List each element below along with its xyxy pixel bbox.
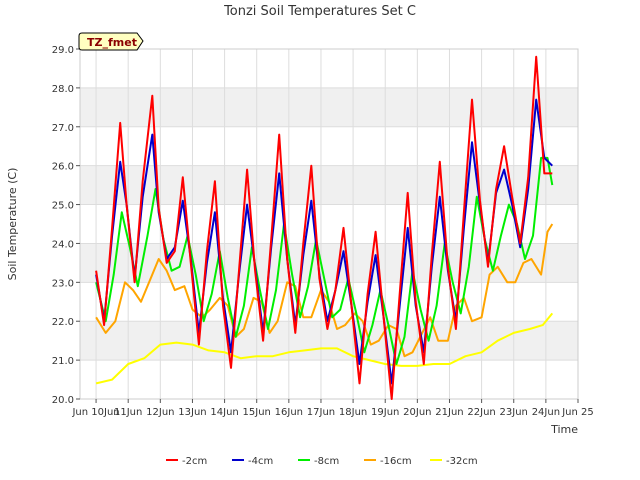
plot-band: [80, 49, 578, 88]
legend: -2cm -4cm -8cm -16cm -32cm: [166, 456, 478, 467]
x-tick-label: Jun 10Jun: [71, 407, 119, 418]
site-label: TZ_fmet: [87, 36, 137, 49]
x-tick-label: 18Jun: [339, 407, 367, 418]
y-tick-label: 21.0: [52, 356, 74, 367]
x-tick-label: 12Jun: [146, 407, 174, 418]
series-line-32cm: [95, 312, 554, 385]
x-tick-label: 23Jun: [500, 407, 528, 418]
x-tick-label: 14Jun: [210, 407, 238, 418]
legend-item: -8cm: [298, 456, 339, 467]
legend-label: -32cm: [446, 456, 478, 467]
x-tick-label: 19Jun: [371, 407, 399, 418]
plot-frame: [79, 48, 579, 400]
legend-label: -2cm: [182, 456, 207, 467]
x-tick-label: 17Jun: [307, 407, 335, 418]
y-tick-label: 29.0: [52, 45, 74, 56]
y-tick-label: 25.0: [52, 201, 74, 212]
legend-label: -4cm: [248, 456, 273, 467]
legend-item: -16cm: [364, 456, 412, 467]
plot-band: [80, 321, 578, 361]
legend-label: -16cm: [380, 456, 412, 467]
chart-title: Tonzi Soil Temperatures Set C: [223, 4, 416, 19]
y-tick-label: 23.0: [52, 278, 74, 289]
x-tick-label: 22Jun: [467, 407, 495, 418]
series-line-2cm: [95, 55, 553, 400]
plot-area: [80, 49, 578, 399]
data-series: [95, 55, 554, 400]
plot-band: [80, 126, 578, 166]
x-tick-label: 20Jun: [403, 407, 431, 418]
legend-item: -4cm: [232, 456, 273, 467]
series-line-8cm: [95, 156, 554, 365]
legend-item: -2cm: [166, 456, 207, 467]
x-tick-label: 16Jun: [275, 407, 303, 418]
y-axis: 20.0 21.0 22.0 23.0 24.0 25.0 26.0 27.0 28.0 29.0: [52, 45, 80, 406]
legend-item: -32cm: [430, 456, 478, 467]
y-tick-label: 24.0: [52, 239, 74, 250]
y-tick-label: 28.0: [52, 84, 74, 95]
x-tick-label: 24Jun: [532, 407, 560, 418]
x-axis-label: Time: [550, 423, 578, 436]
plot-band: [80, 360, 578, 399]
legend-label: -8cm: [314, 456, 339, 467]
y-tick-label: 22.0: [52, 317, 74, 328]
x-tick-label: 13Jun: [178, 407, 206, 418]
y-axis-label: Soil Temperature (C): [6, 168, 19, 281]
x-tick-label: Jun 25: [561, 407, 594, 418]
y-tick-label: 27.0: [52, 123, 74, 134]
x-tick-label: 11Jun: [114, 407, 142, 418]
y-tick-label: 26.0: [52, 162, 74, 173]
x-tick-label: 15Jun: [243, 407, 271, 418]
y-tick-label: 20.0: [52, 395, 74, 406]
plot-band: [80, 87, 578, 127]
site-label-box: TZ_fmet: [78, 32, 144, 51]
x-tick-label: 21Jun: [435, 407, 463, 418]
